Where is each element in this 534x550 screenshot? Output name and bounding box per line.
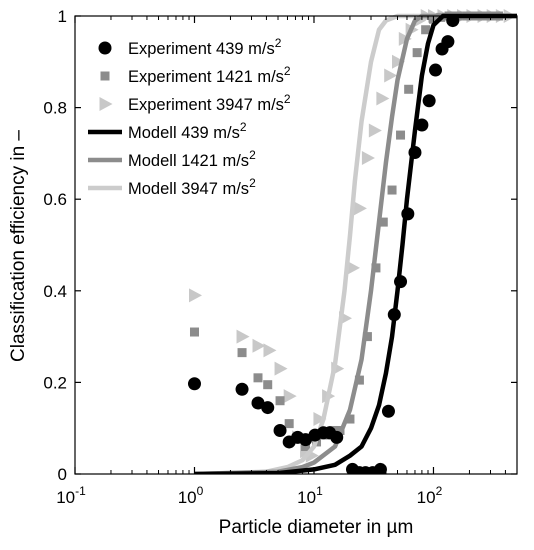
axes-frame xyxy=(74,15,518,475)
data-point-s0-2 xyxy=(251,396,265,410)
legend-label-5: Modell 3947 m/s2 xyxy=(128,176,256,198)
data-point-s2-9 xyxy=(313,412,327,427)
legend-label-1: Experiment 1421 m/s2 xyxy=(128,64,291,86)
y-tick-label-4: 0.8 xyxy=(43,99,67,118)
y-axis-label: Classification efficiency in – xyxy=(8,130,29,362)
data-point-s1-17 xyxy=(387,185,397,195)
plot-area xyxy=(187,9,517,474)
data-point-s1-14 xyxy=(362,332,372,342)
data-point-s2-18 xyxy=(384,68,398,83)
data-point-s2-0 xyxy=(188,288,202,303)
y-tick-label-1: 0.2 xyxy=(43,373,67,392)
data-point-s0-16 xyxy=(373,462,387,474)
data-point-s2-19 xyxy=(392,54,406,69)
y-tick-label-3: 0.6 xyxy=(43,190,67,209)
data-point-s0-23 xyxy=(422,94,436,108)
data-point-s0-4 xyxy=(273,423,287,437)
data-point-s0-24 xyxy=(429,63,443,77)
data-point-s0-1 xyxy=(235,382,249,396)
data-point-s0-21 xyxy=(408,145,422,159)
data-point-s2-13 xyxy=(346,260,360,275)
x-tick-label-1: 100 xyxy=(178,484,204,507)
data-point-s1-21 xyxy=(421,25,431,35)
legend-label-4: Modell 1421 m/s2 xyxy=(128,148,256,170)
data-point-s1-4 xyxy=(275,396,285,406)
legend-label-3: Modell 439 m/s2 xyxy=(128,120,247,142)
legend-label-0: Experiment 439 m/s2 xyxy=(128,36,282,58)
data-point-s1-19 xyxy=(404,84,414,94)
axes: 0 0.2 0.4 0.6 0.8 1 10-1 100 101 102 xyxy=(43,7,518,507)
data-point-s0-3 xyxy=(261,401,275,415)
data-point-s2-17 xyxy=(376,91,390,106)
data-point-s2-1 xyxy=(236,329,250,344)
data-point-s2-5 xyxy=(283,389,297,404)
legend: Experiment 439 m/s2 Experiment 1421 m/s2 E… xyxy=(88,36,291,198)
y-tick-label-5: 1 xyxy=(58,7,67,26)
data-point-s1-5 xyxy=(284,419,294,429)
data-point-s0-27 xyxy=(446,14,460,28)
x-axis-label: Particle diameter in µm xyxy=(219,517,414,538)
data-point-s0-17 xyxy=(381,404,395,418)
legend-swatch-1 xyxy=(100,71,110,81)
x-tick-label-3: 102 xyxy=(417,484,443,507)
series-line-4 xyxy=(194,13,517,474)
data-point-s1-18 xyxy=(396,130,406,140)
data-point-s0-22 xyxy=(415,118,429,132)
data-point-s2-3 xyxy=(263,343,277,358)
data-point-s1-2 xyxy=(253,373,263,383)
data-point-s1-1 xyxy=(237,348,247,358)
y-tick-label-0: 0 xyxy=(58,465,67,484)
data-point-s1-12 xyxy=(345,414,355,424)
data-point-s0-0 xyxy=(187,377,201,391)
data-point-s0-20 xyxy=(401,207,415,221)
data-point-s1-13 xyxy=(354,375,364,385)
data-point-s2-4 xyxy=(274,361,288,376)
data-point-s2-15 xyxy=(361,150,375,165)
data-point-s0-11 xyxy=(330,430,344,444)
x-tick-label-2: 101 xyxy=(297,484,323,507)
x-tick-label-0: 10-1 xyxy=(56,484,86,507)
legend-swatch-2 xyxy=(99,97,113,111)
data-point-s1-7 xyxy=(301,442,311,452)
data-point-s1-15 xyxy=(371,263,381,273)
data-point-s0-19 xyxy=(394,275,408,289)
data-point-s1-3 xyxy=(263,380,273,390)
data-point-s2-16 xyxy=(368,123,382,138)
data-point-s1-20 xyxy=(412,48,422,58)
data-point-s1-0 xyxy=(189,327,199,337)
legend-swatch-0 xyxy=(98,41,112,55)
data-point-s0-26 xyxy=(441,35,455,49)
data-point-s2-2 xyxy=(252,338,266,353)
data-point-s0-18 xyxy=(387,308,401,322)
legend-label-2: Experiment 3947 m/s2 xyxy=(128,92,291,114)
series-line-5 xyxy=(194,13,517,474)
y-tick-label-2: 0.4 xyxy=(43,282,67,301)
series-line-3 xyxy=(194,13,517,474)
data-point-s1-16 xyxy=(378,217,388,227)
data-point-s2-14 xyxy=(353,201,367,216)
